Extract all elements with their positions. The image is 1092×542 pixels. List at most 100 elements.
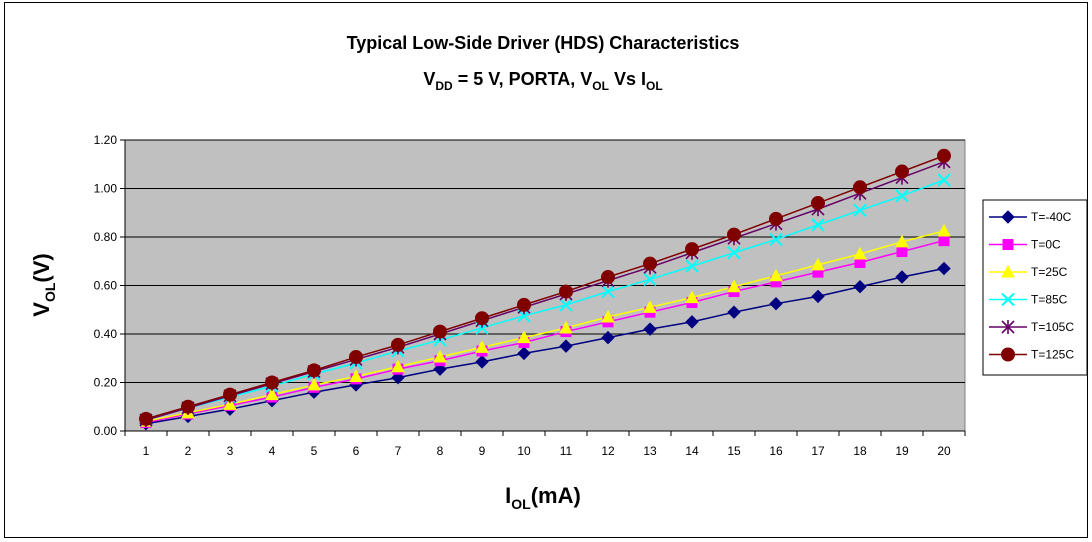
legend-label: T=105C	[1031, 320, 1074, 334]
x-tick-label: 10	[517, 444, 531, 458]
x-tick-label: 19	[895, 444, 909, 458]
data-point	[307, 363, 321, 378]
x-tick-label: 20	[937, 444, 951, 458]
data-point	[895, 270, 909, 284]
y-axis-title-main: V	[29, 302, 54, 317]
legend: T=-40C T=0C T=25C T=85C T=105C T=125C	[989, 210, 1074, 362]
data-point	[853, 246, 867, 260]
data-point	[853, 180, 867, 195]
x-tick-label: 15	[727, 444, 741, 458]
chart-svg: Typical Low-Side Driver (HDS) Characteri…	[29, 33, 1088, 512]
x-axis-title-rest: (mA)	[531, 483, 581, 508]
data-point	[937, 261, 951, 276]
data-point	[559, 320, 573, 334]
data-point	[811, 257, 825, 271]
x-tick-label: 8	[437, 444, 444, 458]
x-tick-label: 2	[185, 444, 192, 458]
data-point	[727, 305, 741, 319]
x-tick-label: 1	[143, 444, 150, 458]
data-point	[643, 272, 657, 287]
data-point	[685, 315, 699, 329]
data-point	[307, 377, 321, 391]
legend-label: T=0C	[1031, 238, 1061, 252]
legend-marker	[1001, 264, 1015, 278]
data-point	[223, 387, 237, 402]
y-tick-label: 0.80	[94, 230, 118, 244]
data-point	[769, 296, 783, 311]
data-point	[223, 397, 237, 410]
series-line-T=85C	[145, 179, 945, 421]
series-line-T=25C	[145, 230, 945, 423]
legend-marker	[1001, 347, 1015, 362]
data-point	[391, 337, 405, 352]
data-point	[811, 196, 825, 211]
data-point	[685, 242, 699, 257]
legend-label: T=-40C	[1031, 210, 1072, 224]
data-point	[937, 223, 951, 237]
data-point	[181, 399, 195, 414]
y-axis-title-rest: (V)	[29, 253, 54, 282]
gridlines	[125, 139, 965, 383]
x-tick-label: 13	[643, 444, 657, 458]
subtitle-v: V	[423, 69, 435, 89]
x-tick-label: 16	[769, 444, 783, 458]
chart-frame: Typical Low-Side Driver (HDS) Characteri…	[4, 2, 1088, 538]
data-point	[769, 232, 783, 247]
data-point	[433, 349, 447, 363]
x-axis-title-sub: OL	[511, 496, 531, 512]
series-line-T=0C	[145, 239, 945, 424]
x-tick-label: 12	[601, 444, 615, 458]
series-markers	[139, 148, 951, 431]
x-axis-title: IOL(mA)	[505, 483, 581, 512]
legend-box	[982, 199, 1088, 376]
data-point	[769, 211, 783, 226]
data-point	[559, 298, 573, 312]
series-line-T=-40C	[145, 267, 945, 425]
data-point	[643, 300, 657, 313]
series-line-T=125C	[145, 155, 945, 420]
data-point	[685, 290, 699, 304]
data-point	[853, 203, 867, 218]
x-tick-label: 18	[853, 444, 867, 458]
x-axis-ticks: 1 2 3 4 5 6 7 8 9 10 11 12 13 14 15 16 17 18 19 20	[124, 431, 966, 458]
data-point	[475, 340, 489, 353]
x-tick-label: 7	[395, 444, 402, 458]
chart-title: Typical Low-Side Driver (HDS) Characteri…	[347, 33, 740, 53]
legend-marker	[1001, 320, 1015, 334]
y-tick-label: 0.60	[94, 279, 118, 293]
subtitle-vol: V	[580, 69, 592, 89]
series-line-T=105C	[145, 161, 945, 421]
data-point	[601, 270, 615, 285]
series-lines	[145, 155, 945, 425]
legend-marker	[1002, 239, 1014, 250]
data-point	[727, 246, 741, 260]
data-point	[937, 173, 951, 187]
data-point	[475, 355, 489, 369]
data-point	[811, 289, 825, 304]
subtitle-iol-sub: OL	[646, 79, 663, 93]
data-point	[727, 279, 741, 293]
data-point	[349, 369, 363, 382]
y-tick-label: 0.20	[94, 376, 118, 390]
y-tick-label: 1.20	[94, 133, 118, 147]
legend-label: T=85C	[1031, 293, 1068, 307]
subtitle-vs: Vs	[609, 69, 641, 89]
legend-marker	[1001, 210, 1015, 224]
x-axis-title-main: I	[505, 483, 511, 508]
data-point	[139, 411, 153, 426]
subtitle-v-sub: DD	[435, 79, 453, 93]
data-point	[938, 235, 950, 247]
data-point	[601, 284, 615, 299]
x-tick-label: 6	[353, 444, 360, 458]
y-axis-title-sub: OL	[42, 282, 58, 302]
y-axis-ticks: 0.00 0.20 0.40 0.60 0.80 1.00 1.20	[94, 133, 965, 438]
data-point	[853, 280, 867, 294]
chart-subtitle: VDD = 5 V, PORTA, VOL Vs IOL	[423, 69, 662, 93]
legend-label: T=125C	[1031, 348, 1074, 362]
data-point	[391, 359, 405, 373]
x-tick-label: 4	[269, 444, 276, 458]
legend-label: T=25C	[1031, 265, 1068, 279]
data-point	[265, 375, 279, 390]
data-point	[643, 322, 657, 336]
data-point	[517, 346, 531, 361]
